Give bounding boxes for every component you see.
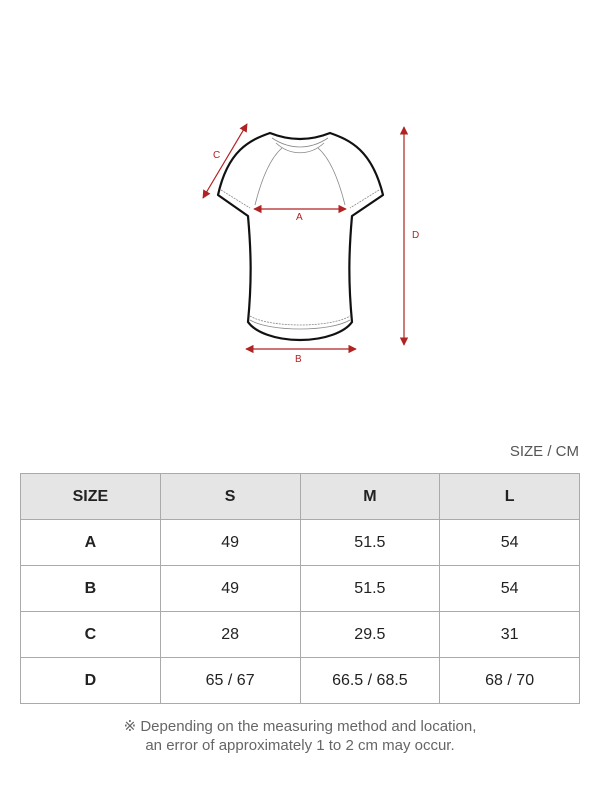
table-cell: 49 [159,565,301,612]
row-label: C [20,611,161,658]
table-cell: 31 [439,611,580,658]
row-label: A [20,519,161,566]
arrow-c [202,123,248,199]
table-row: D 65 / 67 66.5 / 68.5 68 / 70 [20,657,580,704]
header-s: S [159,473,301,520]
row-label: D [20,657,161,704]
note-line-1: ※ Depending on the measuring method and … [123,718,477,735]
table-header-row: SIZE S M L [20,473,580,520]
table-cell: 29.5 [299,611,441,658]
table-cell: 28 [159,611,301,658]
tshirt-measurement-diagram: C A D B [202,123,419,365]
label-d: D [412,230,419,241]
header-m: M [299,473,441,520]
measurement-note: ※ Depending on the measuring method and … [0,717,600,755]
label-c: C [213,150,220,161]
table-row: A 49 51.5 54 [20,519,580,566]
table-cell: 51.5 [299,519,441,566]
header-l: L [439,473,580,520]
label-b: B [295,354,302,365]
tshirt-outline [216,131,385,342]
table-cell: 66.5 / 68.5 [299,657,441,704]
unit-label: SIZE / CM [509,443,579,460]
table-cell: 49 [159,519,301,566]
row-label: B [20,565,161,612]
table-cell: 65 / 67 [159,657,301,704]
table-row: C 28 29.5 31 [20,611,580,658]
table-cell: 54 [439,519,580,566]
size-table: SIZE S M L A 49 51.5 54 B 49 51.5 54 C 2… [20,473,580,704]
header-size: SIZE [20,473,161,520]
tshirt-seams [220,137,380,330]
table-cell: 54 [439,565,580,612]
note-line-2: an error of approximately 1 to 2 cm may … [145,737,455,754]
measurement-arrows [202,123,409,354]
table-cell: 68 / 70 [439,657,580,704]
table-row: B 49 51.5 54 [20,565,580,612]
label-a: A [296,212,303,223]
table-cell: 51.5 [299,565,441,612]
